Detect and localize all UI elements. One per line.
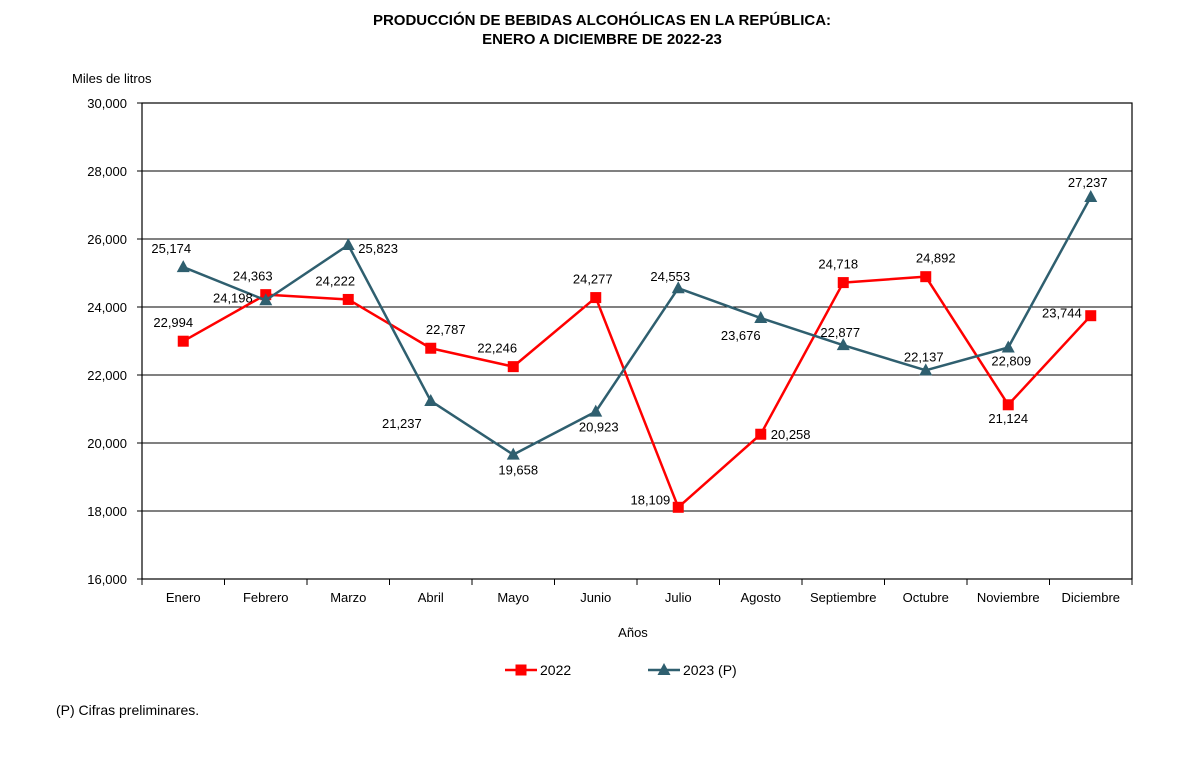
data-point — [672, 501, 684, 513]
data-label: 20,258 — [771, 427, 811, 442]
data-point — [177, 335, 189, 347]
data-label: 22,877 — [820, 325, 860, 340]
legend-label: 2022 — [540, 662, 571, 678]
x-axis-label: Años — [618, 625, 648, 640]
data-point — [1084, 189, 1098, 202]
data-label: 18,109 — [630, 492, 670, 507]
y-tick-label: 28,000 — [87, 164, 127, 179]
x-tick-label: Abril — [418, 590, 444, 605]
series-layer — [176, 189, 1098, 513]
data-label: 19,658 — [498, 463, 538, 478]
legend-marker — [515, 664, 527, 676]
plot-frame — [141, 102, 1133, 580]
x-tick-label: Julio — [665, 590, 692, 605]
data-point — [919, 363, 933, 376]
data-label: 22,137 — [904, 349, 944, 364]
data-label: 24,198 — [213, 290, 253, 305]
data-label: 22,246 — [477, 341, 517, 356]
data-labels: 22,994 24,363 24,222 22,787 22,246 24,277 18,1… — [151, 175, 1107, 507]
footnote: (P) Cifras preliminares. — [56, 702, 200, 718]
series-line — [182, 196, 1092, 456]
chart-title: PRODUCCIÓN DE BEBIDAS ALCOHÓLICAS EN LA … — [373, 11, 831, 29]
data-point — [1001, 340, 1015, 353]
data-point — [755, 428, 767, 440]
data-point — [920, 271, 932, 283]
x-tick-label: Diciembre — [1061, 590, 1120, 605]
data-point — [341, 238, 355, 251]
data-point — [837, 277, 849, 289]
legend-label: 2023 (P) — [683, 662, 737, 678]
data-label: 24,892 — [916, 251, 956, 266]
x-tick-label: Mayo — [497, 590, 529, 605]
data-point — [259, 293, 273, 306]
data-label: 21,124 — [988, 411, 1028, 426]
data-label: 23,744 — [1042, 306, 1082, 321]
data-label: 27,237 — [1068, 175, 1108, 190]
data-label: 24,222 — [315, 273, 355, 288]
y-tick-label: 26,000 — [87, 232, 127, 247]
data-label: 22,809 — [991, 353, 1031, 368]
data-label: 22,994 — [153, 315, 193, 330]
data-label: 23,676 — [721, 328, 761, 343]
y-tick-label: 30,000 — [87, 96, 127, 111]
y-tick-label: 16,000 — [87, 572, 127, 587]
data-point — [506, 447, 520, 460]
data-label: 21,237 — [382, 416, 422, 431]
series-line — [182, 275, 1092, 509]
data-point — [1002, 399, 1014, 411]
x-tick-label: Febrero — [243, 590, 289, 605]
y-tick-label: 18,000 — [87, 504, 127, 519]
data-point — [671, 281, 685, 294]
x-tick-label: Marzo — [330, 590, 366, 605]
x-tick-label: Junio — [580, 590, 611, 605]
y-tick-label: 22,000 — [87, 368, 127, 383]
data-label: 22,787 — [426, 322, 466, 337]
data-point — [590, 292, 602, 304]
data-point — [589, 404, 603, 417]
x-tick-label: Enero — [166, 590, 201, 605]
data-point — [424, 393, 438, 406]
x-tick-label: Noviembre — [977, 590, 1040, 605]
chart-subtitle: ENERO A DICIEMBRE DE 2022-23 — [482, 31, 722, 48]
y-tick-label: 20,000 — [87, 436, 127, 451]
legend: 2022 2023 (P) — [505, 662, 737, 678]
data-point — [754, 311, 768, 324]
x-tick-label: Agosto — [741, 590, 781, 605]
data-label: 25,823 — [358, 241, 398, 256]
data-label: 24,277 — [573, 272, 613, 287]
y-tick-label: 24,000 — [87, 300, 127, 315]
x-tick-label: Octubre — [903, 590, 949, 605]
data-point — [342, 293, 354, 305]
data-point — [425, 342, 437, 354]
y-axis-label: Miles de litros — [72, 71, 152, 86]
data-label: 24,553 — [650, 269, 690, 284]
grid — [142, 102, 1132, 512]
data-point — [507, 361, 519, 373]
x-tick-label: Septiembre — [810, 590, 876, 605]
axes: 16,000 18,000 20,000 22,000 24,000 26,000 28,0… — [87, 96, 1133, 605]
data-label: 20,923 — [579, 420, 619, 435]
data-point — [176, 260, 190, 273]
legend-marker — [657, 663, 671, 675]
data-label: 24,363 — [233, 269, 273, 284]
data-label: 24,718 — [818, 257, 858, 272]
data-point — [836, 338, 850, 351]
data-label: 25,174 — [151, 241, 191, 256]
data-point — [1085, 310, 1097, 322]
